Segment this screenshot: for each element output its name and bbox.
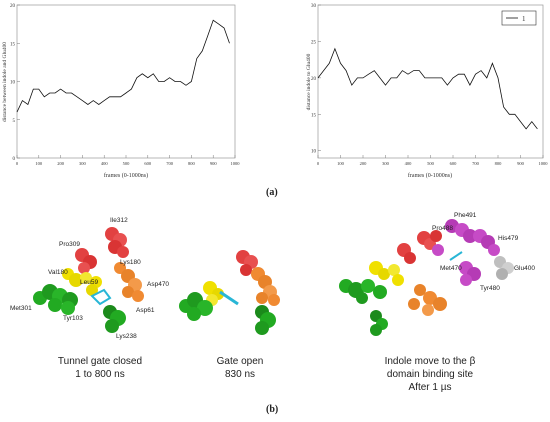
molecule-2-caption-line-0: Gate open: [216, 356, 264, 367]
chart-left-xtick-label-8: 800: [188, 161, 196, 166]
chart-right: 10 15 20 25 30 0 100 200 300 400 500 600 700 800 900 1…: [306, 4, 548, 179]
chart-right-ytick-label-3: 25: [311, 40, 317, 45]
chart-right-xtick-label-5: 500: [427, 161, 435, 166]
chart-left-xtick-label-3: 300: [79, 161, 87, 166]
chart-right-y-ticks: 10 15 20 25 30: [311, 4, 321, 155]
chart-right-ytick-label-0: 10: [311, 150, 317, 155]
molecule-3-caption-line-2: After 1 µs: [408, 382, 452, 393]
molecule-1-label-0: Ile312: [110, 217, 128, 224]
chart-right-frame: [317, 4, 544, 159]
molecule-1-label-1: Pro309: [59, 241, 80, 248]
chart-right-xtick-label-10: 1000: [539, 161, 549, 166]
chart-right-xtick-label-2: 200: [360, 161, 368, 166]
chart-left-series-line: [16, 19, 230, 113]
chart-left-frame: [16, 4, 236, 159]
chart-left-xtick-label-1: 100: [35, 161, 43, 166]
chart-left-xtick-label-9: 900: [210, 161, 218, 166]
chart-right-legend: 1: [501, 10, 537, 26]
chart-right-xtick-label-4: 400: [405, 161, 413, 166]
chart-left-xtick-label-2: 200: [57, 161, 65, 166]
chart-left-xtick-label-4: 400: [101, 161, 109, 166]
molecule-2-caption-line-1: 830 ns: [224, 369, 256, 380]
chart-left-ylabel: distance between indole and Glu400: [2, 42, 8, 122]
molecule-2-caption: Gate open 830 ns: [180, 355, 300, 381]
molecule-1: Ile312 Pro309 Val180 Leu59 Lys180 Asp470…: [10, 217, 169, 340]
chart-right-xtick-label-7: 700: [472, 161, 480, 166]
molecule-1-label-7: Tyr103: [63, 315, 83, 322]
chart-left-x-ticks: 0 100 200 300 400 500 600 700 800 900 1000: [16, 155, 240, 166]
molecule-1-caption-line-0: Tunnel gate closed: [57, 356, 143, 367]
molecule-1-caption-line-1: 1 to 800 ns: [75, 369, 125, 380]
chart-right-xtick-label-1: 100: [337, 161, 345, 166]
chart-right-xtick-label-6: 600: [450, 161, 458, 166]
molecule-1-label-8: Asp61: [136, 307, 155, 314]
chart-left-ytick-label-3: 15: [10, 42, 16, 47]
molecule-1-label-6: Met301: [10, 305, 32, 312]
chart-right-x-ticks: 0 100 200 300 400 500 600 700 800 900 1000: [317, 155, 548, 166]
panel-b-label: (b): [266, 404, 279, 415]
chart-right-legend-label: 1: [522, 15, 526, 23]
molecule-3-label-1: Pro488: [432, 225, 453, 232]
molecule-3-caption-line-1: domain binding site: [386, 369, 474, 380]
molecule-3-label-2: His479: [498, 235, 519, 242]
chart-left-xtick-label-6: 600: [144, 161, 152, 166]
chart-right-xtick-label-8: 800: [495, 161, 503, 166]
molecule-1-label-3: Leu59: [80, 279, 98, 286]
chart-right-xtick-label-3: 300: [382, 161, 390, 166]
chart-right-ytick-label-1: 15: [311, 113, 317, 118]
chart-left-y-ticks: 0 5 10 15 20: [10, 4, 20, 162]
molecule-1-label-2: Val180: [48, 269, 68, 276]
molecule-1-label-5: Asp470: [147, 281, 169, 288]
molecule-1-label-4: Lys180: [120, 259, 141, 266]
chart-right-xlabel: frames (0-1000ns): [408, 172, 452, 179]
chart-right-xtick-label-9: 900: [517, 161, 525, 166]
molecule-1-label-9: Lys238: [116, 333, 137, 340]
molecule-3-caption: Indole move to the β domain binding site…: [360, 355, 500, 394]
molecule-3-caption-line-0: Indole move to the β: [384, 356, 476, 367]
chart-left-ytick-label-2: 10: [10, 81, 16, 86]
chart-left: 0 5 10 15 20 0 100 200 300 400 500 600 700 800 900 100…: [2, 4, 240, 179]
chart-left-xtick-label-7: 700: [166, 161, 174, 166]
chart-left-xtick-label-0: 0: [16, 161, 19, 166]
chart-left-ytick-label-4: 20: [10, 4, 16, 9]
chart-left-xlabel: frames (0-1000ns): [104, 172, 148, 179]
molecule-3-label-5: Tyr480: [480, 285, 500, 292]
chart-right-xtick-label-0: 0: [317, 161, 320, 166]
chart-left-xtick-label-5: 500: [123, 161, 131, 166]
chart-left-ytick-label-0: 0: [13, 157, 16, 162]
molecule-3-label-0: Phe491: [454, 212, 477, 219]
chart-left-ytick-label-1: 5: [13, 119, 16, 124]
panel-a-label: (a): [266, 187, 278, 198]
molecule-1-caption: Tunnel gate closed 1 to 800 ns: [35, 355, 165, 381]
chart-left-xtick-label-10: 1000: [231, 161, 241, 166]
chart-right-ylabel: distance indole to Glu400: [306, 53, 312, 110]
molecule-3: Phe491 Pro488 His479 Met470 Glu400 Tyr48…: [339, 212, 535, 336]
molecule-3-label-3: Met470: [440, 265, 462, 272]
chart-right-series-line: [317, 47, 538, 130]
chart-right-ytick-label-4: 30: [311, 4, 317, 9]
molecule-2: [179, 250, 280, 335]
molecule-3-label-4: Glu400: [514, 265, 535, 272]
chart-right-ytick-label-2: 20: [311, 77, 317, 82]
